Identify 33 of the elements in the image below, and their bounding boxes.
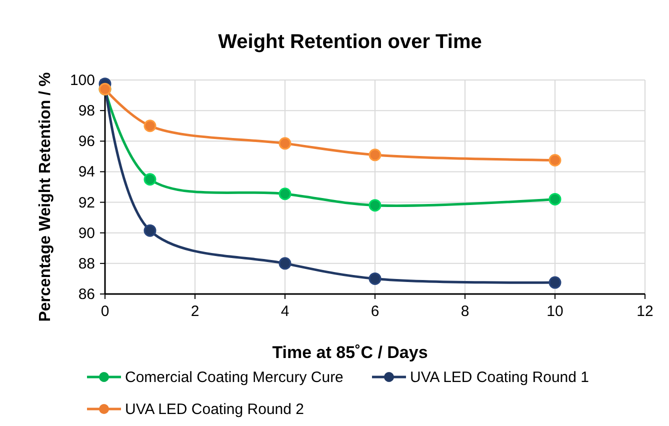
point bbox=[548, 154, 562, 166]
y-tick-label: 98 bbox=[78, 102, 95, 120]
point bbox=[368, 272, 382, 285]
y-tick-label: 100 bbox=[70, 72, 95, 89]
legend-label: UVA LED Coating Round 1 bbox=[410, 369, 589, 386]
point bbox=[368, 199, 382, 212]
x-tick-label: 0 bbox=[100, 303, 110, 320]
x-axis-title: Time at 85˚C / Days bbox=[272, 343, 428, 362]
x-tick-label: 2 bbox=[190, 303, 200, 320]
y-axis-title: Percentage Weight Retention / % bbox=[37, 72, 54, 322]
legend-label: UVA LED Coating Round 2 bbox=[125, 401, 304, 418]
y-tick-label: 94 bbox=[78, 164, 95, 181]
x-tick-label: 6 bbox=[370, 303, 380, 320]
point bbox=[144, 120, 156, 132]
point bbox=[278, 137, 292, 150]
y-tick-label: 88 bbox=[78, 255, 95, 272]
y-tick-label: 92 bbox=[78, 194, 95, 212]
point bbox=[278, 257, 292, 270]
legend-label: Comercial Coating Mercury Cure bbox=[125, 369, 344, 386]
chart-title: Weight Retention over Time bbox=[218, 31, 482, 53]
x-tick-label: 12 bbox=[636, 303, 654, 320]
x-tick-label: 4 bbox=[280, 303, 290, 320]
x-tick-label: 8 bbox=[460, 303, 470, 320]
point bbox=[368, 148, 382, 162]
point bbox=[278, 188, 292, 200]
point bbox=[144, 224, 156, 237]
point bbox=[548, 192, 562, 206]
point bbox=[144, 173, 156, 186]
point bbox=[548, 276, 562, 289]
y-tick-label: 90 bbox=[78, 224, 95, 242]
y-tick-label: 96 bbox=[78, 133, 95, 150]
y-tick-label: 86 bbox=[78, 286, 95, 303]
x-tick-label: 10 bbox=[546, 303, 564, 320]
